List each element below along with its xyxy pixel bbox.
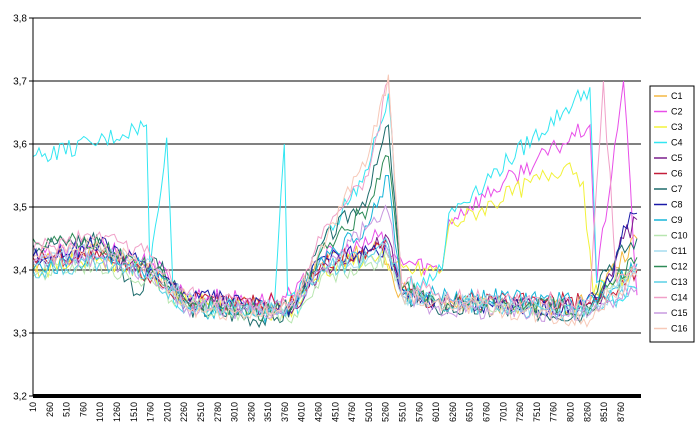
series-line-c10 xyxy=(32,249,638,324)
x-tick-label: 7010 xyxy=(498,402,508,422)
series-line-c11 xyxy=(32,243,638,316)
legend: C1 C2 C3 C4 C5 C6 C7 C8 C9 C10 C11 C12 C13 C14 C15 C16 xyxy=(649,85,695,343)
x-tick-label: 6010 xyxy=(431,402,441,422)
x-tick-label: 4260 xyxy=(314,402,324,422)
x-tick-label: 2260 xyxy=(179,402,189,422)
series-line-c9 xyxy=(32,174,638,325)
x-tick-label: 4510 xyxy=(330,402,340,422)
x-tick-label: 3510 xyxy=(263,402,273,422)
legend-label: C15 xyxy=(671,308,688,318)
legend-label: C3 xyxy=(671,122,683,132)
x-tick-label: 4760 xyxy=(347,402,357,422)
legend-label: C16 xyxy=(671,324,688,334)
y-tick-label: 3,3 xyxy=(13,329,27,340)
x-tick-label: 2510 xyxy=(196,402,206,422)
series-line-c7 xyxy=(32,124,638,329)
y-tick-label: 3,6 xyxy=(13,140,27,151)
x-tick-label: 3760 xyxy=(280,402,290,422)
y-tick-label: 3,7 xyxy=(13,77,27,88)
x-tick-label: 1010 xyxy=(95,402,105,422)
legend-label: C11 xyxy=(671,246,687,256)
x-tick-label: 2010 xyxy=(162,402,172,422)
x-tick-label: 4010 xyxy=(297,402,307,422)
x-axis-ticks: 10 260 510 760 1010 1260 1510 1760 2010 2260 2510 2… xyxy=(28,402,626,422)
legend-label: C5 xyxy=(671,153,683,163)
x-tick-label: 5010 xyxy=(364,402,374,422)
x-tick-label: 1260 xyxy=(112,402,122,422)
legend-label: C4 xyxy=(671,138,683,148)
y-tick-label: 3,8 xyxy=(13,14,27,25)
x-tick-label: 3010 xyxy=(230,402,240,422)
legend-label: C12 xyxy=(671,262,688,272)
x-tick-label: 10 xyxy=(28,402,38,412)
x-tick-label: 1510 xyxy=(129,402,139,422)
y-tick-label: 3,4 xyxy=(13,266,27,277)
legend-label: C1 xyxy=(671,91,683,101)
x-tick-label: 8760 xyxy=(616,402,626,422)
series-line-c4 xyxy=(32,87,638,317)
x-tick-label: 7760 xyxy=(549,402,559,422)
legend-label: C6 xyxy=(671,169,683,179)
legend-box xyxy=(649,85,695,343)
y-axis-ticks: 3,2 3,3 3,4 3,5 3,6 3,7 3,8 xyxy=(13,14,33,403)
legend-label: C13 xyxy=(671,277,688,287)
legend-label: C8 xyxy=(671,200,683,210)
x-tick-label: 6510 xyxy=(465,402,475,422)
x-tick-label: 8510 xyxy=(599,402,609,422)
x-tick-label: 8010 xyxy=(566,402,576,422)
legend-label: C9 xyxy=(671,215,683,225)
series-line-c8 xyxy=(32,211,638,318)
series-lines xyxy=(32,74,638,329)
series-line-c14 xyxy=(32,79,638,318)
series-line-c16 xyxy=(32,74,638,328)
legend-label: C7 xyxy=(671,184,683,194)
x-tick-label: 7510 xyxy=(532,402,542,422)
x-tick-label: 5260 xyxy=(381,402,391,422)
series-line-c15 xyxy=(32,204,638,322)
x-tick-label: 3260 xyxy=(246,402,256,422)
legend-label: C14 xyxy=(671,293,688,303)
x-tick-label: 510 xyxy=(62,402,72,417)
x-tick-label: 260 xyxy=(45,402,55,417)
legend-label: C2 xyxy=(671,107,683,117)
x-tick-label: 5510 xyxy=(398,402,408,422)
x-tick-label: 2780 xyxy=(213,402,223,422)
x-tick-label: 7260 xyxy=(515,402,525,422)
y-tick-label: 3,2 xyxy=(13,392,27,403)
series-line-c12 xyxy=(32,154,638,322)
legend-label: C10 xyxy=(671,231,688,241)
x-tick-label: 6260 xyxy=(448,402,458,422)
x-tick-label: 760 xyxy=(78,402,88,417)
x-tick-label: 6760 xyxy=(482,402,492,422)
y-tick-label: 3,5 xyxy=(13,203,27,214)
x-tick-label: 1760 xyxy=(146,402,156,422)
x-tick-label: 5760 xyxy=(414,402,424,422)
x-tick-label: 8260 xyxy=(582,402,592,422)
